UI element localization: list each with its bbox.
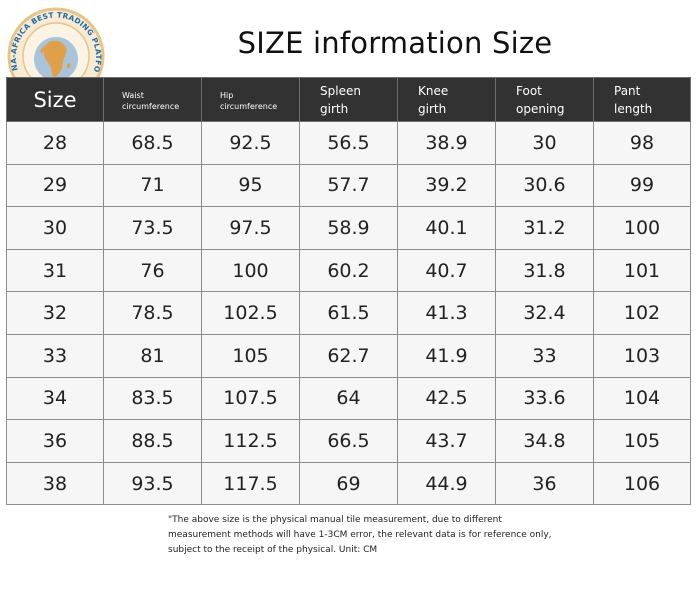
measurement-cell: 56.5 <box>299 121 398 165</box>
column-header-label: Foot opening <box>516 83 565 116</box>
measurement-cell: 78.5 <box>103 291 202 335</box>
measurement-cell: 41.9 <box>397 333 496 378</box>
column-header: Hip circumference <box>201 77 300 122</box>
measurement-cell: 97.5 <box>201 206 300 250</box>
globe-africa-map-icon <box>34 37 78 81</box>
column-header-label: Hip circumference <box>220 90 278 111</box>
measurement-cell: 58.9 <box>299 206 398 250</box>
table-row: 31 76 100 60.2 40.7 31.8 101 <box>6 248 691 293</box>
table-row: 34 83.5 107.5 64 42.5 33.6 104 <box>6 376 691 421</box>
measurement-cell: 93.5 <box>103 461 202 506</box>
measurement-cell: 104 <box>593 376 691 421</box>
measurement-cell: 76 <box>103 248 202 293</box>
table-row: 36 88.5 112.5 66.5 43.7 34.8 105 <box>6 419 691 463</box>
column-header-label: Waist circumference <box>122 90 180 111</box>
measurement-cell: 62.7 <box>299 333 398 378</box>
measurement-cell: 40.1 <box>397 206 496 250</box>
column-header: Spleen girth <box>299 77 398 122</box>
measurement-cell: 83.5 <box>103 376 202 421</box>
table-row: 28 68.5 92.5 56.5 38.9 30 98 <box>6 121 691 165</box>
measurement-cell: 41.3 <box>397 291 496 335</box>
measurement-cell: 33.6 <box>495 376 594 421</box>
measurement-cell: 103 <box>593 333 691 378</box>
table-body: 28 68.5 92.5 56.5 38.9 30 98 29 71 95 57.7 39.2 30.6… <box>6 121 691 506</box>
measurement-cell: 98 <box>593 121 691 165</box>
column-header-label: Spleen girth <box>320 83 361 116</box>
size-cell: 33 <box>6 333 104 378</box>
size-cell: 29 <box>6 163 104 208</box>
size-cell: 31 <box>6 248 104 293</box>
measurement-cell: 34.8 <box>495 419 594 463</box>
measurement-cell: 105 <box>593 419 691 463</box>
measurement-cell: 33 <box>495 333 594 378</box>
table-row: 30 73.5 97.5 58.9 40.1 31.2 100 <box>6 206 691 250</box>
table-header-row: Size Waist circumference Hip circumference… <box>6 77 691 122</box>
table-row: 32 78.5 102.5 61.5 41.3 32.4 102 <box>6 291 691 335</box>
measurement-cell: 88.5 <box>103 419 202 463</box>
measurement-cell: 73.5 <box>103 206 202 250</box>
table-row: 33 81 105 62.7 41.9 33 103 <box>6 333 691 378</box>
measurement-cell: 40.7 <box>397 248 496 293</box>
measurement-cell: 102 <box>593 291 691 335</box>
table-row: 29 71 95 57.7 39.2 30.6 99 <box>6 163 691 208</box>
table-row: 38 93.5 117.5 69 44.9 36 106 <box>6 461 691 506</box>
measurement-cell: 81 <box>103 333 202 378</box>
measurement-cell: 30 <box>495 121 594 165</box>
measurement-cell: 60.2 <box>299 248 398 293</box>
column-header: Waist circumference <box>103 77 202 122</box>
column-header-label: Size <box>33 87 77 112</box>
measurement-cell: 102.5 <box>201 291 300 335</box>
measurement-cell: 39.2 <box>397 163 496 208</box>
measurement-cell: 68.5 <box>103 121 202 165</box>
column-header: Foot opening <box>495 77 594 122</box>
size-cell: 34 <box>6 376 104 421</box>
size-table: Size Waist circumference Hip circumference… <box>6 77 691 506</box>
measurement-cell: 32.4 <box>495 291 594 335</box>
column-header: Size <box>6 77 104 122</box>
measurement-cell: 42.5 <box>397 376 496 421</box>
measurement-cell: 36 <box>495 461 594 506</box>
measurement-cell: 100 <box>593 206 691 250</box>
measurement-cell: 66.5 <box>299 419 398 463</box>
page-title: SIZE information Size <box>237 26 553 60</box>
column-header: Pant length <box>593 77 691 122</box>
size-cell: 32 <box>6 291 104 335</box>
measurement-cell: 44.9 <box>397 461 496 506</box>
measurement-cell: 71 <box>103 163 202 208</box>
measurement-cell: 69 <box>299 461 398 506</box>
size-cell: 28 <box>6 121 104 165</box>
measurement-cell: 64 <box>299 376 398 421</box>
measurement-cell: 61.5 <box>299 291 398 335</box>
measurement-cell: 31.8 <box>495 248 594 293</box>
measurement-cell: 101 <box>593 248 691 293</box>
measurement-cell: 99 <box>593 163 691 208</box>
column-header-label: Pant length <box>614 83 653 116</box>
column-header-label: Knee girth <box>418 83 449 116</box>
measurement-cell: 106 <box>593 461 691 506</box>
size-cell: 36 <box>6 419 104 463</box>
measurement-cell: 112.5 <box>201 419 300 463</box>
measurement-cell: 92.5 <box>201 121 300 165</box>
measurement-note: "The above size is the physical manual t… <box>168 513 588 558</box>
note-line: "The above size is the physical manual t… <box>168 515 502 525</box>
measurement-cell: 38.9 <box>397 121 496 165</box>
measurement-cell: 31.2 <box>495 206 594 250</box>
measurement-cell: 30.6 <box>495 163 594 208</box>
measurement-cell: 117.5 <box>201 461 300 506</box>
measurement-cell: 57.7 <box>299 163 398 208</box>
size-cell: 38 <box>6 461 104 506</box>
column-header: Knee girth <box>397 77 496 122</box>
measurement-cell: 95 <box>201 163 300 208</box>
measurement-cell: 105 <box>201 333 300 378</box>
note-line: measurement methods will have 1-3CM erro… <box>168 530 552 540</box>
note-line: subject to the receipt of the physical. … <box>168 545 378 555</box>
size-cell: 30 <box>6 206 104 250</box>
measurement-cell: 100 <box>201 248 300 293</box>
measurement-cell: 107.5 <box>201 376 300 421</box>
measurement-cell: 43.7 <box>397 419 496 463</box>
